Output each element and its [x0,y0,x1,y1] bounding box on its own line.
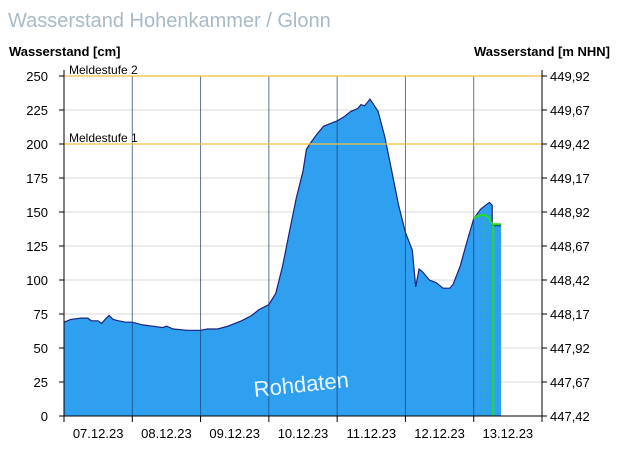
x-tick-label: 10.12.23 [278,426,329,441]
y-right-tick-label: 448,92 [550,205,590,220]
y-right-tick-label: 447,42 [550,409,590,424]
y-right-tick-label: 449,17 [550,171,590,186]
x-tick-label: 07.12.23 [73,426,124,441]
threshold-label: Meldestufe 2 [69,63,138,77]
y-tick-label: 75 [34,307,48,322]
x-tick-label: 11.12.23 [346,426,396,441]
y-tick-label: 100 [26,273,48,288]
y-right-tick-label: 449,92 [550,69,590,84]
x-tick-label: 12.12.23 [414,426,465,441]
y-right-tick-label: 448,67 [550,239,590,254]
y-tick-label: 0 [41,409,48,424]
y-tick-label: 250 [26,69,48,84]
water-level-line [63,98,501,331]
x-tick-label: 13.12.23 [483,426,534,441]
y-tick-label: 175 [26,171,48,186]
water-level-area [64,99,502,416]
y-right-tick-label: 448,42 [550,273,590,288]
chart-title: Wasserstand Hohenkammer / Glonn [8,10,331,32]
y-right-tick-label: 449,67 [550,103,590,118]
right-axis-label: Wasserstand [m NHN] [473,44,610,59]
x-tick-label: 09.12.23 [209,426,260,441]
y-tick-label: 225 [26,103,48,118]
y-right-tick-label: 449,42 [550,137,590,152]
raw-data-line [473,213,501,226]
y-right-tick-label: 448,17 [550,307,590,322]
y-tick-label: 25 [34,375,48,390]
x-tick-label: 08.12.23 [141,426,192,441]
y-tick-label: 125 [26,239,48,254]
y-tick-label: 50 [34,341,48,356]
threshold-label: Meldestufe 1 [69,131,138,145]
y-tick-label: 150 [26,205,48,220]
y-right-tick-label: 447,92 [550,341,590,356]
y-right-tick-label: 447,67 [550,375,590,390]
left-axis-label: Wasserstand [cm] [9,44,121,59]
y-tick-label: 200 [26,137,48,152]
